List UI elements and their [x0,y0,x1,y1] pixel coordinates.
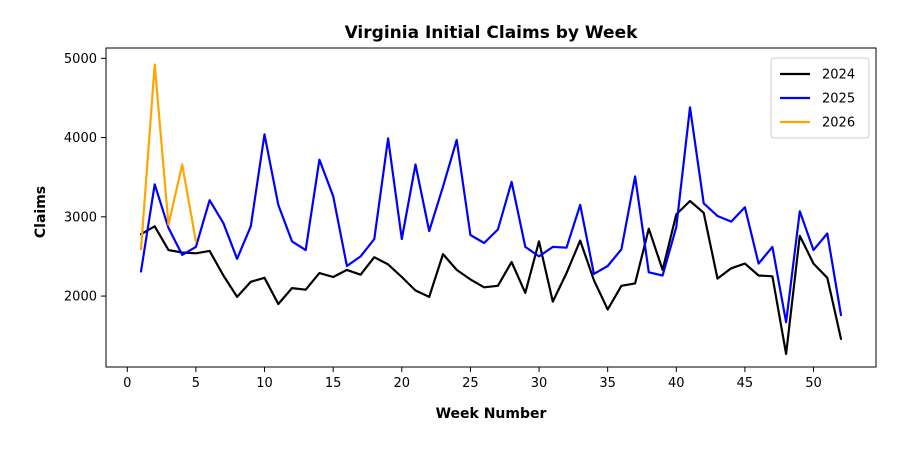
x-tick-label: 0 [123,376,131,391]
legend-label-2026: 2026 [822,116,855,131]
legend: 2024 2025 2026 [770,57,870,139]
x-tick-label: 15 [325,376,342,391]
legend-label-2025: 2025 [822,92,855,107]
chart-title: Virginia Initial Claims by Week [345,23,639,43]
x-tick-label: 10 [256,376,273,391]
x-tick-label: 30 [531,376,548,391]
y-axis-label: Claims [33,186,49,238]
y-tick-label: 2000 [64,290,97,305]
series-line-2024 [139,199,843,355]
series-line-2026 [139,63,197,251]
x-tick-label: 5 [192,376,200,391]
x-tick-label: 50 [805,376,822,391]
series-lines [139,63,843,355]
y-axis-ticks: 2000 3000 4000 5000 [64,52,106,305]
x-axis-label: Week Number [436,406,547,422]
series-line-2025 [139,106,843,324]
x-axis-ticks: 0 5 10 15 20 25 30 35 40 45 50 [123,367,822,391]
y-tick-label: 5000 [64,52,97,67]
plot-frame [105,47,877,368]
legend-label-2024: 2024 [822,68,855,83]
x-tick-label: 40 [668,376,685,391]
y-tick-label: 4000 [64,131,97,146]
x-tick-label: 35 [599,376,616,391]
legend-box [770,57,870,139]
x-tick-label: 20 [394,376,411,391]
x-tick-label: 45 [737,376,754,391]
x-tick-label: 25 [462,376,479,391]
y-tick-label: 3000 [64,210,97,225]
